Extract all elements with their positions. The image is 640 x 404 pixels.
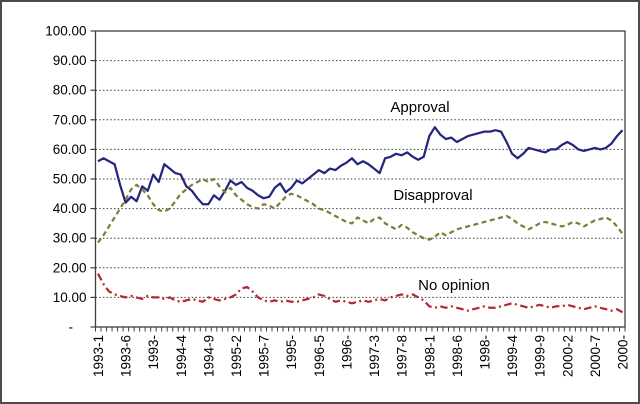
x-tick-label: 1998- xyxy=(477,335,492,370)
disapproval-label: Disapproval xyxy=(393,187,472,204)
x-tick-label: 1995- xyxy=(284,335,299,370)
y-tick-label: 90.00 xyxy=(53,53,87,68)
x-tick-label: 1993-1 xyxy=(91,335,106,377)
x-tick-label: 1995-2 xyxy=(229,335,244,377)
y-tick-label: 10.00 xyxy=(53,290,87,305)
x-tick-label: 1993-6 xyxy=(119,335,134,377)
x-tick-label: 1996- xyxy=(339,335,354,370)
no-opinion-line xyxy=(97,273,624,314)
y-tick-label: 30.00 xyxy=(53,231,87,246)
x-tick-label: 1999-9 xyxy=(533,335,548,377)
y-tick-label: - xyxy=(69,320,74,335)
y-tick-label: 100.00 xyxy=(45,24,86,39)
y-tick-label: 40.00 xyxy=(53,201,87,216)
y-tick-label: 50.00 xyxy=(53,172,87,187)
x-tick-label: 1997-8 xyxy=(395,335,410,377)
x-tick-label: 2000-2 xyxy=(560,335,575,377)
x-tick-label: 1994-4 xyxy=(174,335,189,378)
x-tick-label: 1995-7 xyxy=(257,335,272,377)
approval-line xyxy=(97,126,624,206)
plot-border xyxy=(94,30,626,328)
y-tick-label: 70.00 xyxy=(53,112,87,127)
disapproval-line xyxy=(97,177,624,244)
x-tick-label: 1999-4 xyxy=(505,335,520,378)
x-tick-label: 2000-7 xyxy=(588,335,603,377)
x-tick-label: 1994-9 xyxy=(201,335,216,377)
no-opinion-label: No opinion xyxy=(418,277,490,294)
y-tick-label: 80.00 xyxy=(53,83,87,98)
x-tick-label: 2000- xyxy=(616,335,631,370)
x-tick-label: 1998-1 xyxy=(422,335,437,377)
approval-label: Approval xyxy=(390,99,449,116)
x-tick-label: 1993- xyxy=(146,335,161,370)
x-tick-label: 1998-6 xyxy=(450,335,465,377)
y-tick-label: 60.00 xyxy=(53,142,87,157)
y-tick-label: 20.00 xyxy=(53,260,87,275)
x-tick-label: 1997-3 xyxy=(367,335,382,377)
x-tick-label: 1996-5 xyxy=(312,335,327,377)
